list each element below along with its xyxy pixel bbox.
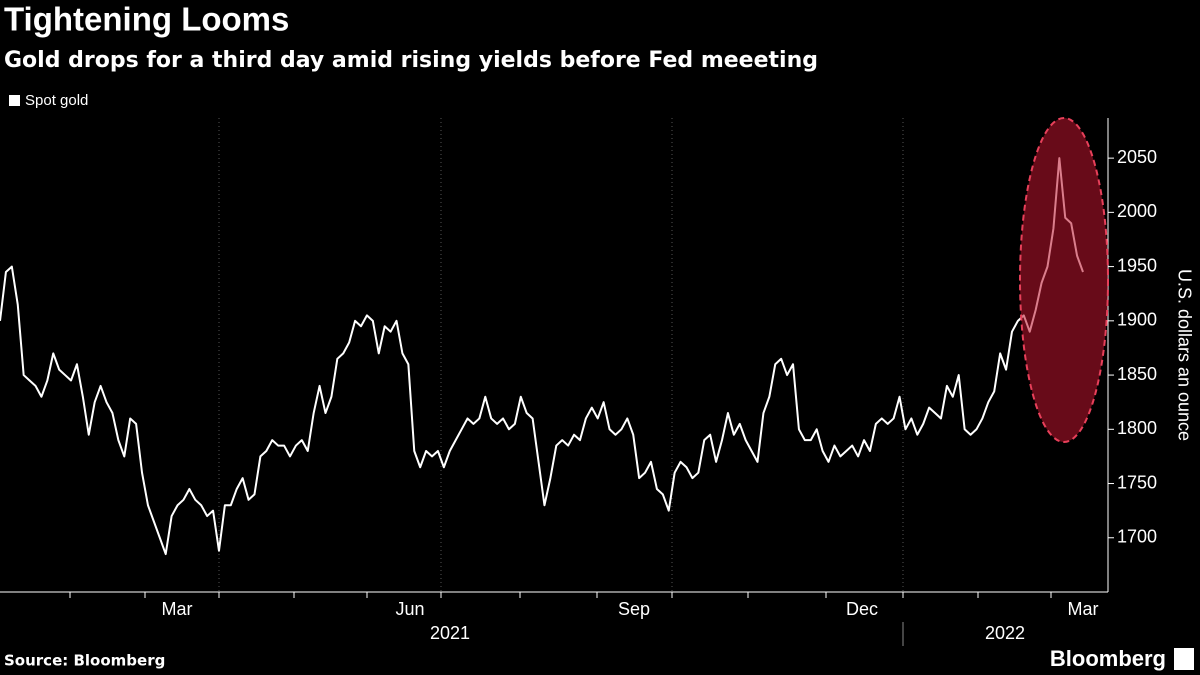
y-tick-label: 1800 xyxy=(1117,418,1157,438)
x-tick-label: Mar xyxy=(162,599,193,619)
y-tick-label: 1700 xyxy=(1117,527,1157,547)
brand: Bloomberg xyxy=(1050,646,1166,671)
plot xyxy=(0,157,1084,556)
legend-swatch xyxy=(9,95,20,106)
chart-title: Tightening Looms xyxy=(4,1,289,38)
y-tick-label: 2000 xyxy=(1117,201,1157,221)
y-tick-label: 1750 xyxy=(1117,472,1157,492)
y-axis-title: U.S. dollars an ounce xyxy=(1174,269,1194,441)
y-tick-label: 2050 xyxy=(1117,147,1157,167)
brand-icon xyxy=(1174,648,1194,670)
x-group-label: 2022 xyxy=(985,623,1025,643)
y-tick-label: 1850 xyxy=(1117,364,1157,384)
x-tick-label: Mar xyxy=(1068,599,1099,619)
x-tick-label: Jun xyxy=(395,599,424,619)
y-tick-label: 1950 xyxy=(1117,255,1157,275)
highlight-ellipse xyxy=(1019,117,1109,443)
x-tick-label: Dec xyxy=(846,599,878,619)
y-tick-label: 1900 xyxy=(1117,310,1157,330)
source: Source: Bloomberg xyxy=(4,652,165,670)
chart-subtitle: Gold drops for a third day amid rising y… xyxy=(4,48,818,73)
line xyxy=(0,157,1084,556)
x-group-label: 2021 xyxy=(430,623,470,643)
legend-label: Spot gold xyxy=(25,92,88,109)
x-tick-label: Sep xyxy=(618,599,650,619)
